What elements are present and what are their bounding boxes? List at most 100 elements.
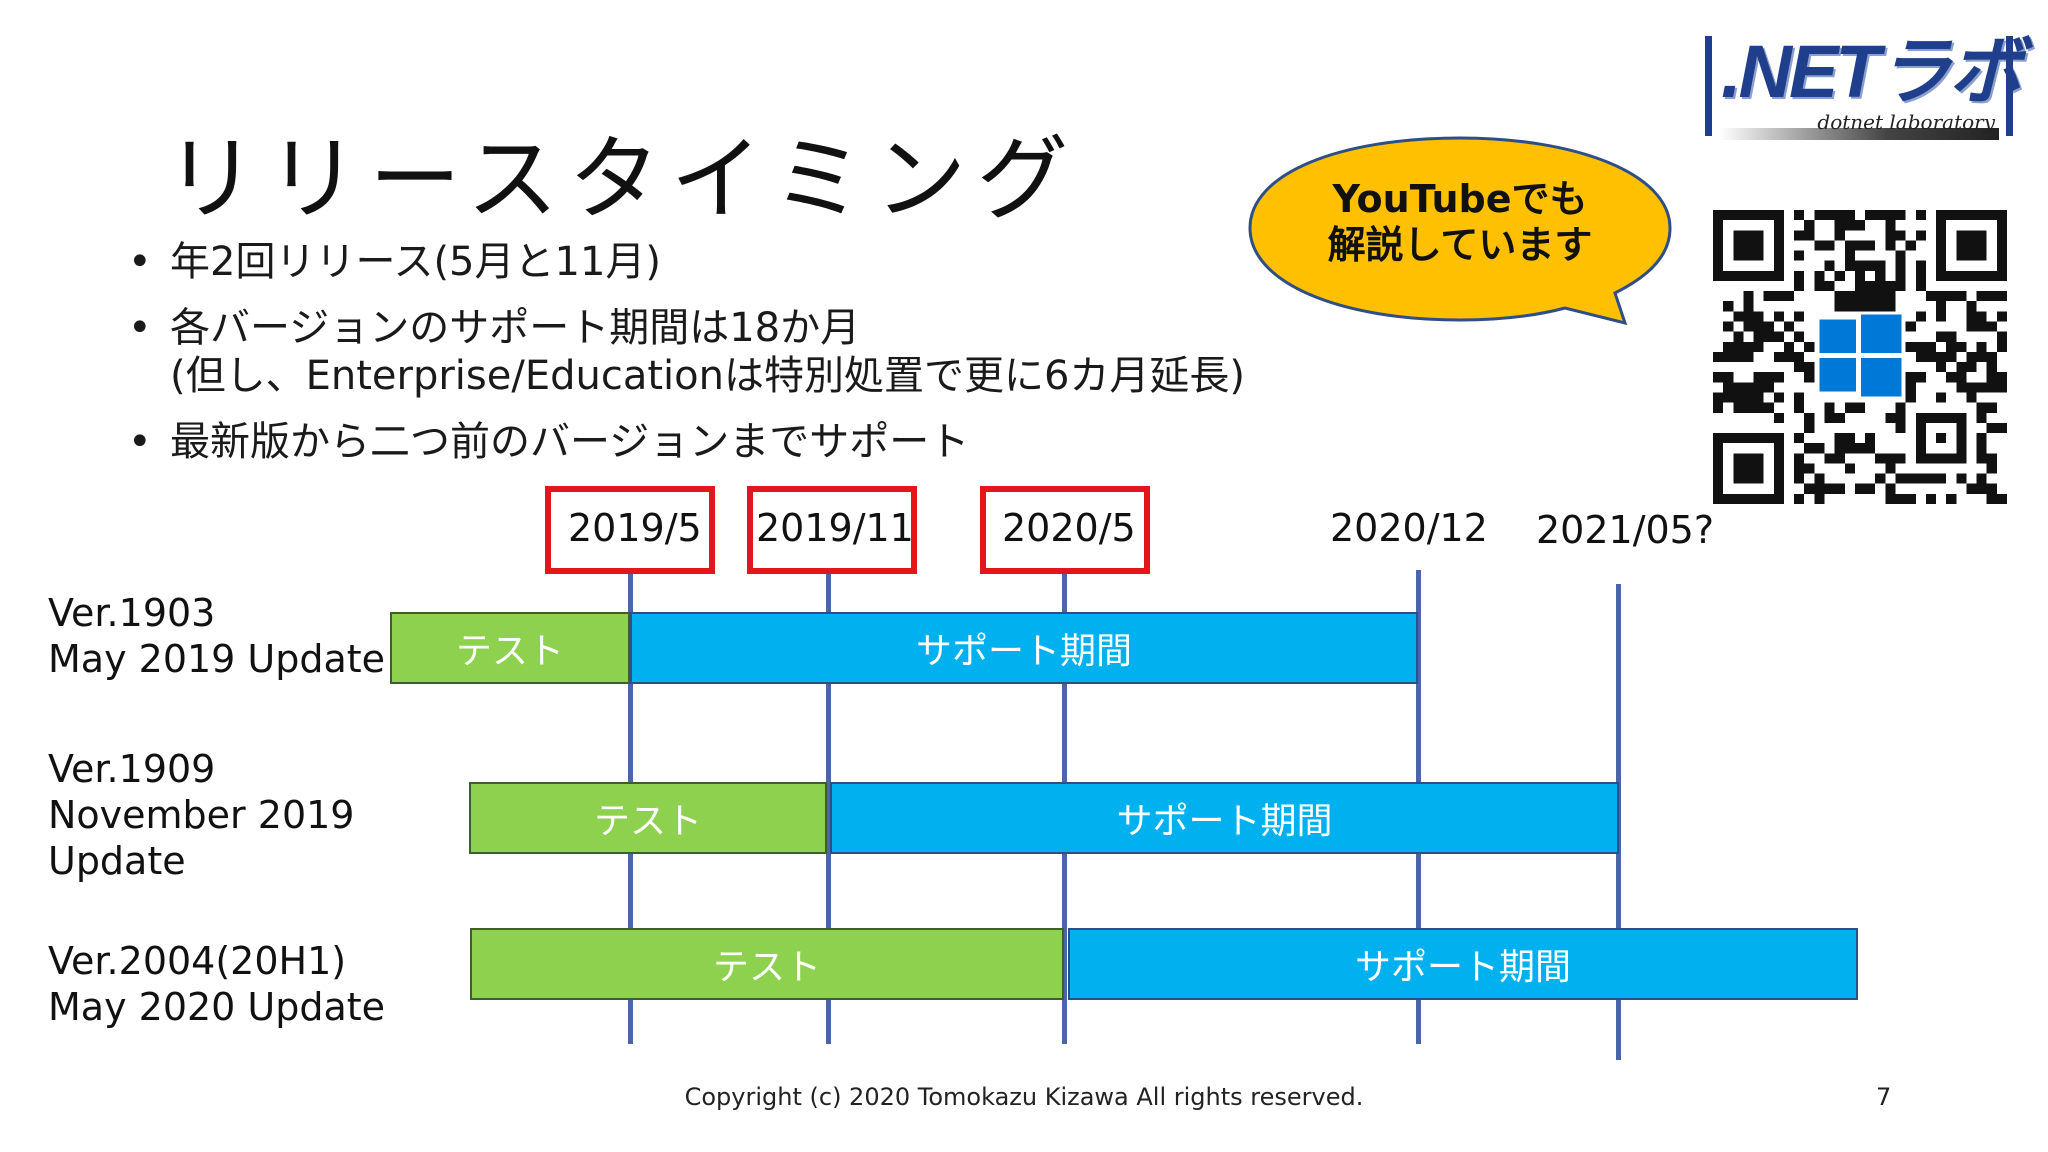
logo-bar-left <box>1705 36 1712 136</box>
qr-module <box>1976 412 1987 423</box>
support-period-bar: サポート期間 <box>830 782 1619 854</box>
qr-module <box>1865 301 1876 312</box>
qr-module <box>1936 311 1947 322</box>
qr-module <box>1814 240 1825 251</box>
qr-module <box>1763 331 1774 342</box>
qr-module <box>1844 433 1855 444</box>
qr-module <box>1844 463 1855 474</box>
qr-module <box>1733 382 1744 393</box>
qr-module <box>1794 311 1805 322</box>
qr-module <box>1824 453 1835 464</box>
logo-sub-text: dotnet laboratory <box>1817 110 1995 134</box>
qr-module <box>1986 351 1997 363</box>
qr-module <box>1885 412 1896 423</box>
qr-module <box>1723 341 1734 352</box>
qr-module <box>1986 382 1997 393</box>
qr-module <box>1875 280 1886 292</box>
qr-module <box>1814 483 1825 494</box>
qr-module <box>1915 351 1926 363</box>
qr-module <box>1936 362 1947 373</box>
qr-module <box>1885 463 1896 474</box>
qr-module <box>1875 301 1886 312</box>
qr-module <box>1936 291 1947 302</box>
bullet-item: • 各バージョンのサポート期間は18か月 (但し、Enterprise/Educ… <box>128 304 1328 400</box>
qr-module <box>1844 250 1855 261</box>
qr-module <box>1986 493 1997 504</box>
copyright-footer: Copyright (c) 2020 Tomokazu Kizawa All r… <box>684 1083 1364 1111</box>
qr-module <box>1976 321 1987 332</box>
qr-module <box>1753 311 1764 322</box>
qr-module <box>1936 331 1947 342</box>
version-update-name: November 2019 <box>48 793 355 837</box>
qr-module <box>1723 392 1734 403</box>
timeline-line-2019-11 <box>826 572 831 1044</box>
qr-code-icon[interactable] <box>1713 210 2007 504</box>
qr-module <box>1996 493 2007 504</box>
qr-module <box>1936 392 1947 403</box>
qr-module <box>1966 301 1977 312</box>
qr-module <box>1885 291 1896 302</box>
qr-module <box>1976 341 1987 352</box>
qr-module <box>1753 372 1764 383</box>
qr-module <box>1895 260 1906 271</box>
qr-module <box>1743 321 1754 332</box>
qr-module <box>1854 240 1866 251</box>
slide-title: リリースタイミング <box>165 126 1079 233</box>
logo-bar-right <box>2006 36 2013 136</box>
qr-module <box>1844 291 1855 302</box>
qr-module <box>1723 351 1734 363</box>
qr-module <box>1905 392 1916 403</box>
qr-module <box>1854 301 1866 312</box>
qr-module <box>1753 321 1764 332</box>
qr-module <box>1875 291 1886 302</box>
qr-module <box>1976 433 1987 444</box>
qr-module <box>1936 351 1947 363</box>
qr-module <box>1783 321 1795 332</box>
qr-module <box>1966 311 1977 322</box>
test-period-bar: テスト <box>470 928 1064 1000</box>
qr-module <box>1996 291 2007 302</box>
qr-module <box>1814 210 1825 221</box>
version-name: Ver.1903 <box>48 591 216 635</box>
qr-module <box>1794 270 1805 281</box>
youtube-speech-bubble[interactable]: YouTubeでも 解説しています <box>1245 128 1675 328</box>
qr-module <box>1743 382 1754 393</box>
qr-module <box>1834 220 1845 231</box>
qr-module <box>1885 483 1896 494</box>
qr-module <box>1804 443 1815 454</box>
dotnet-lab-logo: .NETラボ dotnet laboratory <box>1705 32 2023 140</box>
version-update-name: May 2020 Update <box>48 985 386 1029</box>
qr-module <box>1895 453 1906 464</box>
qr-module <box>1915 270 1926 281</box>
qr-module <box>1895 280 1906 292</box>
qr-module <box>1986 453 1997 464</box>
qr-module <box>1733 331 1744 342</box>
qr-module <box>1844 301 1855 312</box>
qr-module <box>1895 270 1906 281</box>
qr-module <box>1794 493 1805 504</box>
qr-module <box>1986 422 1997 434</box>
qr-module <box>1834 443 1845 454</box>
qr-module <box>1834 270 1845 281</box>
qr-module <box>1794 433 1805 444</box>
speech-bubble-shape <box>1248 136 1672 326</box>
qr-module <box>1885 230 1896 241</box>
qr-module <box>1966 483 1977 494</box>
qr-module <box>1794 230 1805 241</box>
qr-module <box>1976 483 1987 494</box>
qr-module <box>1925 341 1937 352</box>
bullet-item: • 最新版から二つ前のバージョンまでサポート <box>128 418 1328 466</box>
date-label: 2021/05? <box>1536 508 1715 552</box>
qr-module <box>1854 402 1866 413</box>
qr-module <box>1895 230 1906 241</box>
qr-module <box>1743 311 1754 322</box>
qr-module <box>1794 453 1805 464</box>
qr-module <box>1895 250 1906 261</box>
qr-module <box>1804 372 1815 383</box>
qr-module <box>1865 210 1876 221</box>
qr-module <box>1773 311 1784 322</box>
logo-underbar <box>1719 128 1999 140</box>
qr-module <box>1966 351 1977 363</box>
qr-module <box>1834 483 1845 494</box>
qr-module <box>1824 412 1835 423</box>
